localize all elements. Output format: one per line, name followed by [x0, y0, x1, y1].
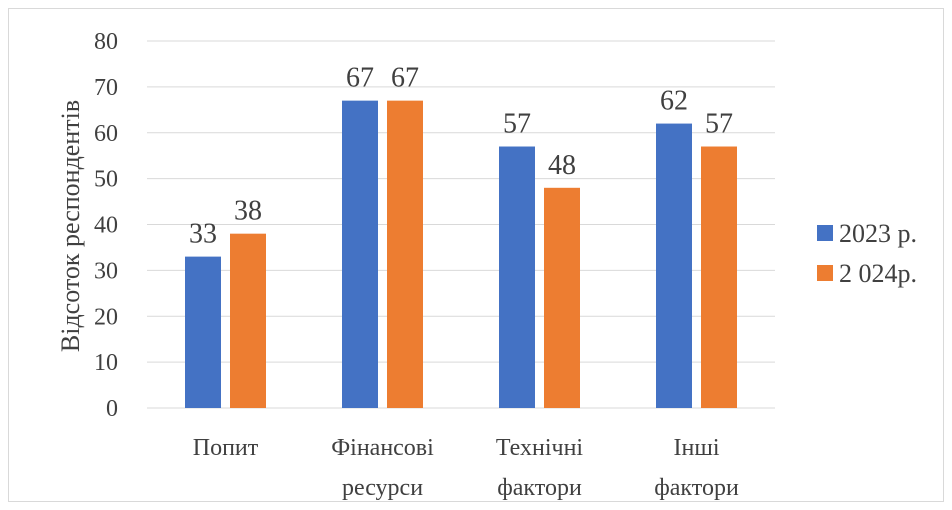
x-category-label: Технічні [496, 435, 584, 461]
bar [701, 146, 737, 408]
legend-swatch [817, 265, 833, 281]
y-tick-label: 30 [94, 258, 118, 284]
x-axis-categories: Попит Фінансові ресурси Технічні фактори Інші… [193, 435, 739, 501]
y-tick-label: 0 [106, 396, 118, 422]
legend-label: 2023 р. [839, 219, 917, 248]
y-axis-label: Відсоток респондентів [56, 100, 85, 352]
data-label: 38 [234, 196, 262, 227]
bar [185, 256, 221, 408]
x-category-label: фактори [654, 475, 739, 501]
y-tick-label: 50 [94, 167, 118, 193]
x-category-label: Попит [193, 435, 259, 461]
y-tick-label: 20 [94, 304, 118, 330]
bar [387, 100, 423, 408]
bar [342, 100, 378, 408]
y-tick-label: 70 [94, 75, 118, 101]
y-axis-ticks: 0 10 20 30 40 50 60 70 80 [94, 29, 118, 422]
x-category-label: фактори [497, 475, 582, 501]
data-label: 33 [189, 219, 217, 250]
bar [499, 146, 535, 408]
legend: 2023 р. 2 024р. [817, 219, 917, 288]
bar [544, 187, 580, 408]
data-labels: 33 38 67 67 57 48 62 57 [189, 63, 733, 250]
x-category-label: Інші [674, 435, 720, 461]
data-label: 48 [548, 150, 576, 181]
bar [656, 123, 692, 408]
bars [185, 100, 737, 408]
legend-swatch [817, 225, 833, 241]
data-label: 67 [346, 63, 374, 94]
data-label: 57 [503, 109, 531, 140]
data-label: 57 [705, 109, 733, 140]
bar [230, 233, 266, 408]
x-category-label: Фінансові [331, 435, 434, 461]
y-tick-label: 40 [94, 213, 118, 239]
chart-frame [8, 8, 944, 502]
y-tick-label: 60 [94, 121, 118, 147]
y-tick-label: 10 [94, 350, 118, 376]
y-tick-label: 80 [94, 29, 118, 55]
legend-label: 2 024р. [839, 259, 917, 288]
x-category-label: ресурси [342, 475, 423, 501]
data-label: 67 [391, 63, 419, 94]
data-label: 62 [660, 86, 688, 117]
